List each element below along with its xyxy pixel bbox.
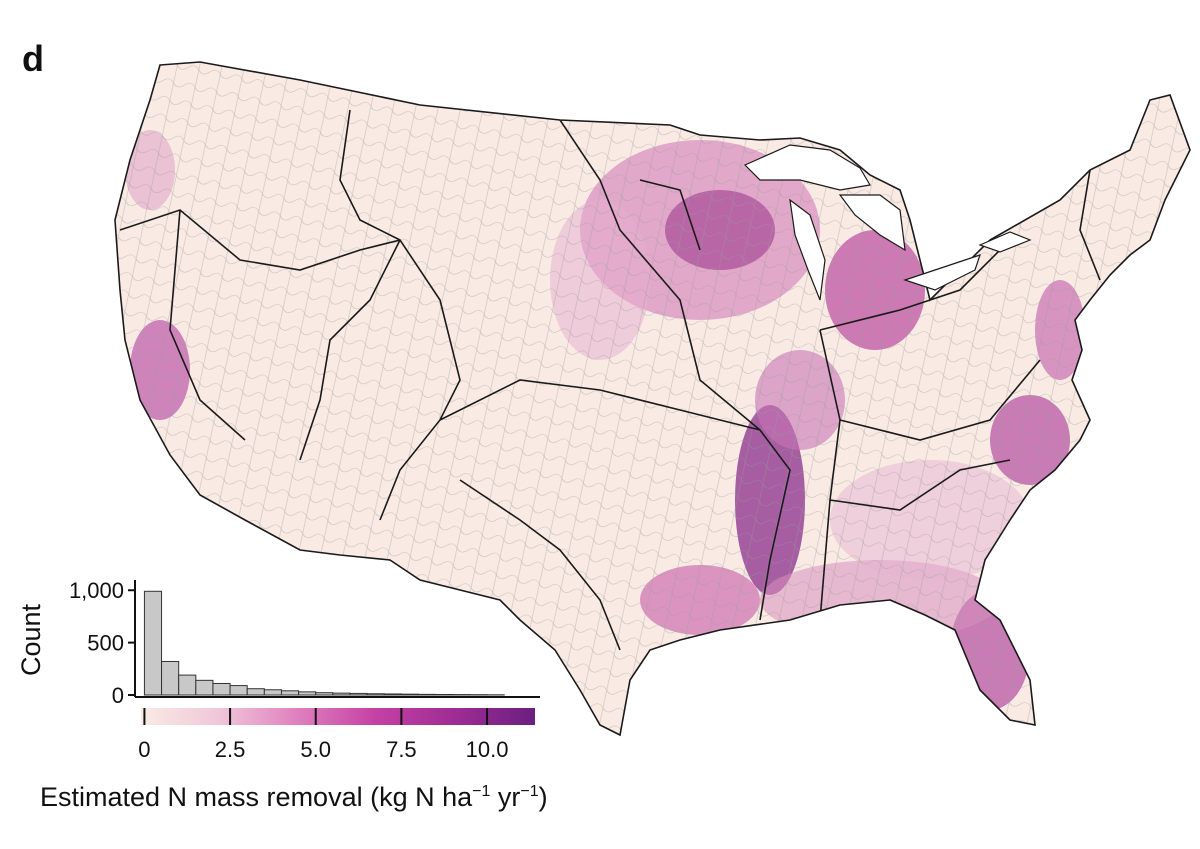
histogram-bar <box>332 692 351 696</box>
histogram-bar <box>418 693 437 696</box>
histogram-bar <box>298 691 317 696</box>
y-tick-label: 1,000 <box>69 578 124 603</box>
histogram-bar <box>349 692 368 696</box>
major-basin-boundaries <box>119 109 1101 651</box>
colorbar <box>141 708 535 725</box>
histogram-bars <box>143 590 505 696</box>
histogram-bar <box>161 660 180 696</box>
x-tick-label: 0 <box>138 737 150 762</box>
histogram-bar <box>435 693 454 696</box>
histogram-bar <box>383 693 402 696</box>
histogram-bar <box>143 590 163 696</box>
histogram-bar <box>400 693 420 696</box>
y-axis-title: Count <box>16 603 46 676</box>
x-tick-label: 10.0 <box>466 737 509 762</box>
histogram-bar <box>178 674 197 696</box>
histogram-bar <box>366 693 385 696</box>
x-tick-label: 2.5 <box>215 737 246 762</box>
histogram-bar <box>280 690 300 696</box>
y-tick-label: 0 <box>112 683 124 708</box>
x-ticks: 0 2.5 5.0 7.5 10.0 <box>138 708 508 762</box>
histogram-bar <box>246 688 265 696</box>
histogram-bar <box>195 679 214 696</box>
great-lakes <box>743 144 1032 301</box>
histogram-bar <box>229 685 248 696</box>
x-tick-label: 5.0 <box>300 737 331 762</box>
y-ticks: 0 500 1,000 <box>69 578 135 708</box>
x-tick-label: 7.5 <box>386 737 417 762</box>
histogram-bar <box>315 692 334 696</box>
panel-label: d <box>22 38 44 79</box>
histogram-bar <box>212 682 231 696</box>
x-axis-title: Estimated N mass removal (kg N ha−1 yr−1… <box>40 782 548 812</box>
y-tick-label: 500 <box>87 631 124 656</box>
histogram-bar <box>263 689 282 696</box>
